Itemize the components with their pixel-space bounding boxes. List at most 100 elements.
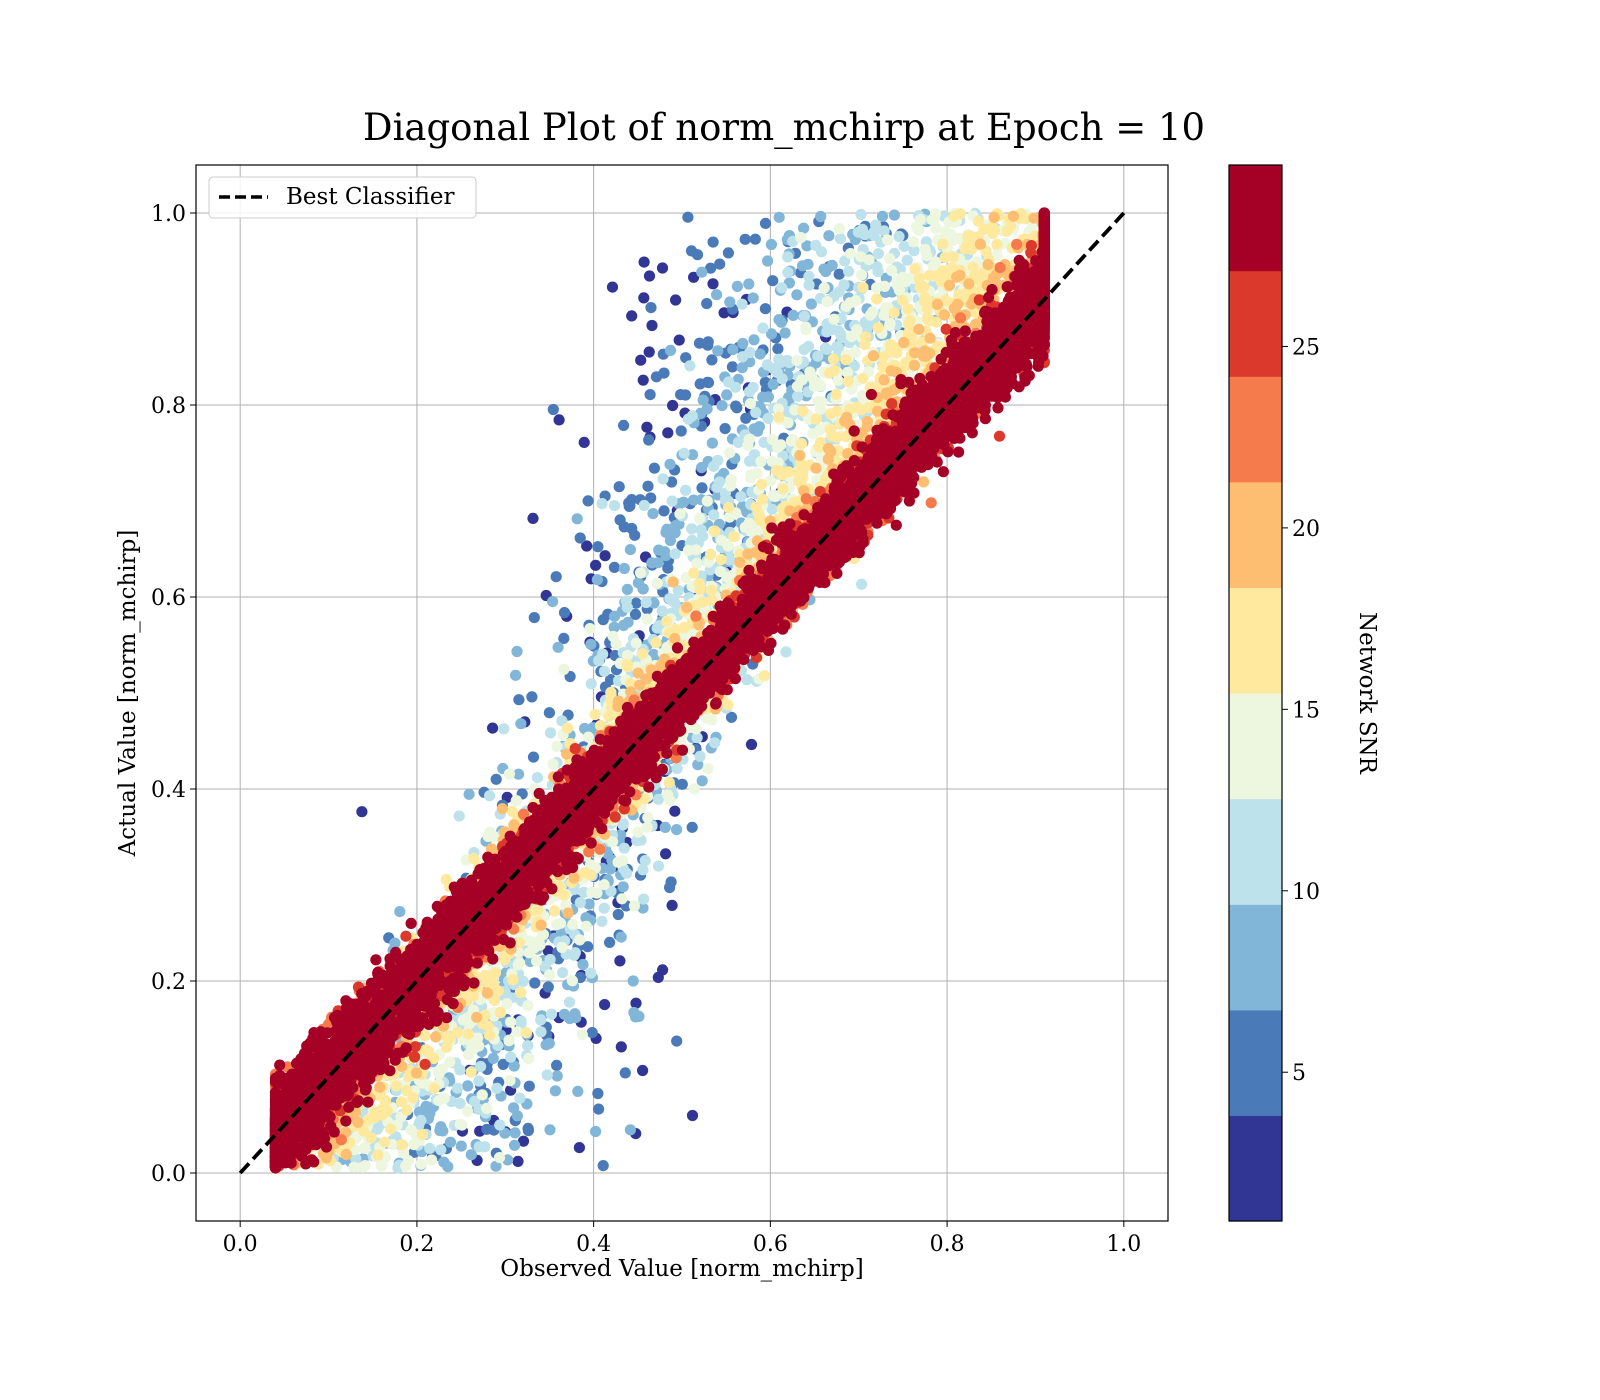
scatter-point	[402, 1155, 414, 1167]
scatter-point	[802, 258, 814, 270]
scatter-point	[871, 293, 883, 305]
scatter-point	[405, 1124, 417, 1136]
scatter-point	[395, 1096, 408, 1108]
scatter-point	[761, 359, 774, 371]
scatter-point	[379, 1136, 391, 1148]
scatter-point	[821, 326, 833, 338]
scatter-point	[743, 455, 756, 467]
scatter-point	[428, 1082, 440, 1094]
scatter-point	[394, 906, 406, 918]
scatter-point	[514, 1092, 526, 1104]
scatter-point	[872, 248, 885, 260]
scatter-point	[586, 1027, 598, 1039]
scatter-point	[591, 887, 603, 899]
scatter-point	[810, 413, 822, 425]
scatter-point	[833, 223, 846, 235]
scatter-point	[619, 1067, 631, 1079]
scatter-point	[724, 447, 736, 459]
scatter-point	[686, 410, 698, 422]
scatter-point	[433, 1068, 445, 1080]
scatter-point	[739, 233, 751, 245]
scatter-point	[667, 576, 679, 588]
scatter-point	[542, 945, 554, 957]
scatter-point	[568, 872, 580, 884]
scatter-point	[544, 727, 557, 739]
scatter-point	[686, 1109, 699, 1122]
scatter-point	[744, 346, 756, 359]
scatter-point	[886, 264, 898, 277]
scatter-point	[729, 381, 742, 393]
scatter-point	[856, 223, 869, 235]
scatter-point	[888, 209, 901, 221]
scatter-point	[696, 482, 708, 494]
scatter-point	[822, 442, 835, 455]
scatter-point	[701, 495, 713, 507]
scatter-point	[484, 790, 496, 802]
scatter-point	[608, 561, 621, 574]
scatter-point	[582, 731, 595, 743]
scatter-point	[712, 345, 724, 357]
scatter-point	[1028, 212, 1040, 224]
scatter-point	[643, 346, 655, 358]
scatter-point	[735, 491, 747, 503]
scatter-point	[463, 788, 475, 800]
scatter-point	[454, 1118, 466, 1130]
scatter-point	[898, 336, 910, 349]
scatter-point	[557, 967, 569, 979]
scatter-point	[517, 1135, 530, 1147]
scatter-point	[704, 548, 717, 561]
scatter-point	[791, 355, 803, 367]
scatter-point	[624, 544, 637, 556]
scatter-point	[650, 371, 663, 383]
scatter-point	[569, 1008, 581, 1020]
scatter-point	[913, 323, 925, 335]
scatter-point	[503, 768, 515, 780]
scatter-point	[596, 915, 608, 927]
scatter-point	[541, 1069, 553, 1081]
scatter-point	[574, 532, 586, 544]
scatter-point	[390, 1080, 402, 1092]
scatter-point	[531, 955, 543, 967]
scatter-point	[652, 557, 664, 569]
scatter-point	[881, 234, 894, 246]
scatter-point	[621, 660, 634, 673]
scatter-point	[522, 1124, 535, 1137]
scatter-point	[952, 298, 964, 310]
scatter-point	[529, 977, 541, 989]
scatter-point	[576, 1029, 588, 1041]
scatter-point	[542, 981, 554, 993]
scatter-point	[691, 557, 703, 569]
scatter-point	[543, 969, 556, 981]
scatter-point	[635, 354, 647, 366]
scatter-point	[626, 494, 638, 506]
scatter-point	[592, 541, 604, 553]
scatter-point	[614, 955, 626, 967]
scatter-point	[638, 256, 650, 268]
scatter-point	[666, 476, 678, 488]
scatter-point	[514, 957, 526, 969]
scatter-point	[505, 1051, 517, 1063]
scatter-point	[484, 1029, 496, 1041]
scatter-point	[642, 480, 654, 492]
scatter-point	[686, 523, 698, 535]
scatter-point	[558, 663, 570, 676]
scatter-point	[624, 1124, 637, 1136]
scatter-point	[612, 908, 624, 921]
scatter-point	[551, 1070, 563, 1082]
scatter-point	[669, 805, 681, 817]
scatter-point	[663, 777, 675, 789]
scatter-point	[641, 613, 653, 625]
scatter-point	[747, 292, 759, 304]
scatter-point	[451, 1082, 464, 1094]
scatter-point	[606, 281, 619, 293]
scatter-point	[830, 388, 842, 400]
scatter-point	[481, 987, 493, 999]
scatter-point	[632, 577, 645, 589]
scatter-point	[963, 235, 975, 247]
scatter-point	[419, 1029, 431, 1042]
scatter-point	[803, 270, 815, 282]
scatter-point	[437, 1125, 449, 1137]
scatter-point	[876, 210, 889, 222]
scatter-point	[481, 1102, 493, 1114]
scatter-point	[821, 296, 833, 308]
